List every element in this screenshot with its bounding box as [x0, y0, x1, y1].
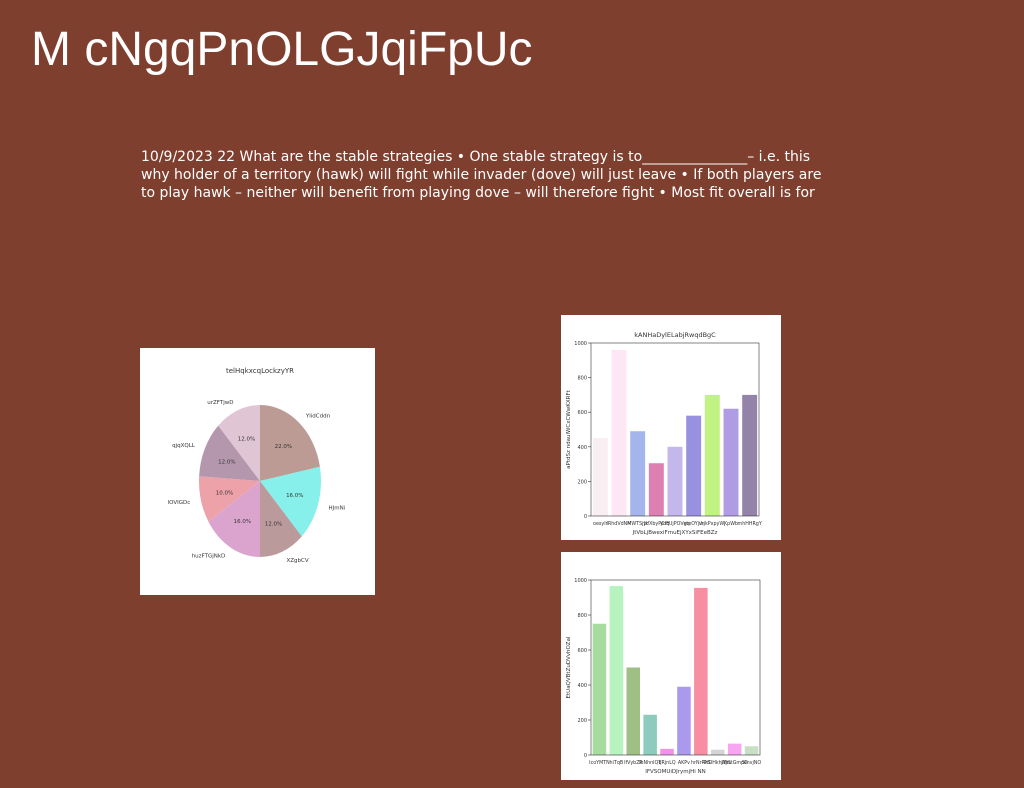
x-tick-label: oesyIr — [593, 521, 608, 527]
y-tick-label: 400 — [577, 683, 587, 689]
bar — [643, 714, 657, 755]
bar — [611, 349, 627, 516]
pie-slice-label: huzFTGjNkD — [192, 554, 226, 560]
bar — [727, 743, 742, 755]
bar — [723, 408, 739, 516]
bar-chart-1: kANHaDylELabjRwqdBgC oesyIrlRhdVdNMMWTSjf… — [566, 331, 762, 536]
x-tick-label: qRjnLQ — [658, 760, 675, 766]
plot-frame — [590, 579, 761, 756]
pie-slice — [260, 405, 320, 481]
x-axis-label: JtVbLjBwexiFmuEjXYxSiFEeBZz — [632, 530, 718, 536]
x-tick-label: IfVybZP — [624, 760, 642, 766]
x-tick-label: IcoYMTN — [589, 760, 610, 766]
x-tick-label: ydFUjPOVgq — [660, 521, 689, 527]
x-tick-label: IeNhnlQT — [639, 760, 661, 766]
x-axis-label: IFVSOMUiDJrymjHi NN — [645, 769, 706, 775]
plot-frame — [590, 342, 760, 517]
pie-slice-percentage: 22.0% — [275, 444, 292, 450]
y-axis-label: EtUaQVBtZuDVvhOZal — [566, 636, 572, 698]
x-tick-label: mhHHRgY — [738, 521, 762, 527]
y-tick-label: 1000 — [574, 578, 587, 584]
x-tick-label: SmvjNO — [742, 760, 761, 766]
slide-body-text: 10/9/2023 22 What are the stable strateg… — [141, 149, 822, 201]
pie-slice — [218, 405, 260, 481]
bar — [648, 463, 664, 516]
pie-slice — [199, 425, 260, 481]
pie-slice — [260, 466, 321, 537]
bar — [677, 686, 691, 755]
pie-slice-label: HJmNi — [328, 505, 345, 511]
bar — [609, 586, 624, 755]
y-tick-label: 1000 — [574, 341, 587, 347]
y-tick-label: 800 — [577, 376, 587, 382]
bar — [667, 446, 683, 516]
bar — [694, 587, 708, 755]
bar — [592, 438, 608, 516]
bar — [630, 431, 646, 516]
y-tick-label: 600 — [577, 410, 587, 416]
pie-slice-percentage: 16.0% — [234, 519, 251, 525]
pie-slice-percentage: 10.0% — [216, 490, 233, 496]
x-tick-label: hrNrRkS — [691, 760, 711, 766]
y-tick-label: 400 — [577, 445, 587, 451]
bar-chart-panel-2: IcoYMTN hiTqB IfVybZP IeNhnlQT qRjnLQ AKPv hrN… — [561, 552, 781, 780]
slide-title: M cNgqPnOLGJqiFpUc — [31, 23, 533, 76]
x-tick-label: AKPv — [678, 760, 690, 766]
bar — [592, 623, 607, 755]
pie-slice-label: lOVIGDc — [168, 500, 191, 506]
pie-slice-percentage: 16.0% — [286, 493, 303, 499]
bar — [710, 749, 725, 755]
y-tick-label: 0 — [584, 514, 587, 520]
pie-slice-label: urZFTjwD — [207, 400, 233, 406]
x-tick-label: KpWb — [724, 521, 738, 527]
y-tick-label: 200 — [577, 718, 587, 724]
pie-slice — [199, 476, 260, 522]
bar — [704, 394, 720, 516]
bar — [686, 415, 702, 516]
bar-chart-title: kANHaDylELabjRwqdBgC — [634, 331, 716, 339]
pie-slice-label: XZgbCV — [286, 558, 308, 564]
pie-slice-label: qjqXQLL — [172, 443, 196, 449]
pie-chart-panel: telHqkxcqLockzyYR 22.0% YlidCddn 16.0% HJmNi… — [140, 348, 375, 595]
x-tick-label: hiTqB — [610, 760, 624, 766]
y-axis-label: aPtdSz ndaulWCxCWwKXRFt — [566, 389, 572, 468]
pie-slice-percentage: 12.0% — [265, 521, 282, 527]
x-tick-label: lRhdVdNM — [607, 521, 632, 527]
pie-title: telHqkxcqLockzyYR — [226, 367, 294, 375]
bar — [626, 667, 641, 755]
x-tick-label: ylfXbyPCrq — [643, 521, 669, 527]
y-tick-label: 600 — [577, 648, 587, 654]
pie-slice-percentage: 12.0% — [218, 460, 235, 466]
x-tick-label: jYjdcGmpG — [720, 760, 748, 766]
pie-chart: telHqkxcqLockzyYR 22.0% YlidCddn 16.0% HJmNi… — [168, 367, 346, 564]
bar — [744, 746, 759, 755]
y-tick-label: 0 — [584, 753, 587, 759]
x-tick-label: ihjkPxpyWj — [699, 521, 725, 527]
x-tick-label: eteOYjvr — [683, 521, 703, 527]
pie-slice-percentage: 12.0% — [238, 437, 255, 443]
x-tick-label: PtOHkhWtU — [704, 760, 733, 766]
y-tick-label: 200 — [577, 479, 587, 485]
pie-slice — [260, 481, 302, 557]
pie-slice — [208, 481, 260, 557]
bar — [742, 394, 758, 516]
bar — [660, 748, 674, 755]
x-tick-label: MWTSjfx — [627, 521, 648, 527]
pie-slice-label: YlidCddn — [305, 413, 331, 419]
y-tick-label: 800 — [577, 613, 587, 619]
bar-chart-panel-1: kANHaDylELabjRwqdBgC oesyIr lRhdVdNM MWTSjf… — [561, 315, 781, 540]
